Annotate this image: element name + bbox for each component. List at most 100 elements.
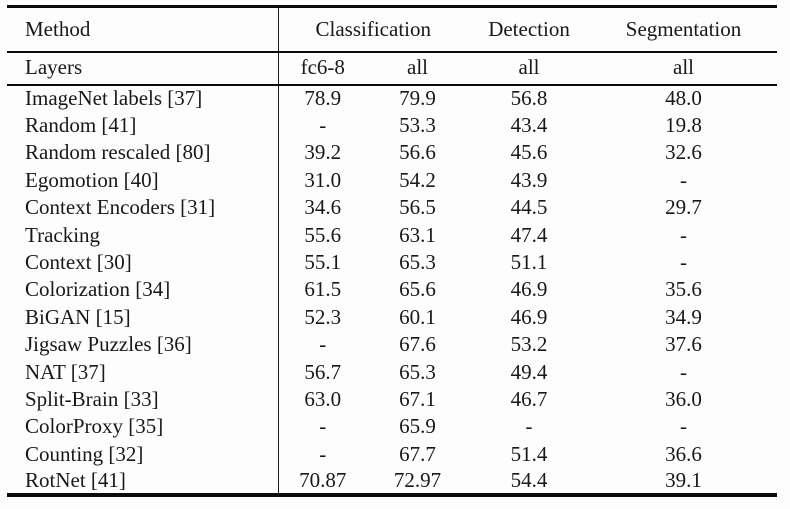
table-row: Split-Brain [33] 63.0 67.1 46.7 36.0 <box>7 385 777 414</box>
value-cell: - <box>680 167 688 192</box>
method-cell: RotNet [41] <box>25 468 126 493</box>
segmentation-group-header: Segmentation <box>625 16 742 41</box>
value-cell: 52.3 <box>277 303 367 332</box>
value-cell: 19.8 <box>665 113 702 138</box>
table-row: Egomotion [40] 31.0 54.2 43.9 - <box>7 166 777 195</box>
value-cell: 44.5 <box>510 195 548 220</box>
value-cell: 48.0 <box>665 86 702 111</box>
method-cell: Colorization [34] <box>25 277 171 302</box>
value-cell: 65.6 <box>399 277 436 302</box>
value-cell: 63.0 <box>277 385 367 414</box>
method-cell: ColorProxy [35] <box>25 414 164 439</box>
value-cell: 55.6 <box>277 221 367 249</box>
value-cell: 53.2 <box>510 332 548 357</box>
value-cell: 46.9 <box>510 277 548 302</box>
value-cell: 70.87 <box>277 467 367 496</box>
value-cell: 45.6 <box>510 140 548 165</box>
table-row: NAT [37] 56.7 65.3 49.4 - <box>7 358 777 386</box>
table-row: Context Encoders [31] 34.6 56.5 44.5 29.7 <box>7 194 777 222</box>
layers-col-classification-all: all <box>407 55 428 80</box>
layers-col-classification-fc6-8: fc6-8 <box>277 51 367 85</box>
value-cell: 47.4 <box>510 222 548 247</box>
value-cell: 39.2 <box>277 139 367 167</box>
value-cell: - <box>680 359 688 384</box>
value-cell: - <box>680 222 688 247</box>
value-cell: 65.3 <box>399 359 436 384</box>
method-cell: Jigsaw Puzzles [36] <box>25 332 192 357</box>
value-cell: - <box>277 440 367 468</box>
method-cell: NAT [37] <box>25 359 106 384</box>
table-body: ImageNet labels [37] 78.9 79.9 56.8 48.0 Rand… <box>7 84 777 496</box>
results-table: Method Classification Detection Segmenta… <box>7 5 778 498</box>
method-cell: BiGAN [15] <box>25 304 131 329</box>
value-cell: 34.9 <box>665 304 702 329</box>
value-cell: 54.4 <box>510 468 548 493</box>
value-cell: 36.0 <box>665 386 702 411</box>
value-cell: 54.2 <box>399 167 436 192</box>
value-cell: 56.6 <box>399 140 436 165</box>
value-cell: 65.3 <box>399 249 436 274</box>
value-cell: 36.6 <box>665 441 702 466</box>
classification-group-header: Classification <box>277 6 469 52</box>
table-row: Jigsaw Puzzles [36] - 67.6 53.2 37.6 <box>7 331 777 359</box>
value-cell: 56.5 <box>399 195 436 220</box>
value-cell: 46.7 <box>510 386 548 411</box>
value-cell: 32.6 <box>665 140 702 165</box>
method-cell: ImageNet labels [37] <box>25 86 203 111</box>
value-cell: 60.1 <box>399 304 436 329</box>
value-cell: 39.1 <box>665 468 702 493</box>
layers-col-segmentation-all: all <box>673 55 695 80</box>
method-cell: Random rescaled [80] <box>25 140 211 165</box>
value-cell: 65.9 <box>399 414 436 439</box>
value-cell: 79.9 <box>399 86 436 111</box>
value-cell: - <box>277 331 367 359</box>
value-cell: 67.1 <box>399 386 436 411</box>
method-cell: Counting [32] <box>25 441 144 466</box>
value-cell: 43.9 <box>510 167 548 192</box>
value-cell: 67.7 <box>399 441 436 466</box>
value-cell: 51.4 <box>510 441 548 466</box>
method-cell: Random [41] <box>25 113 137 138</box>
value-cell: - <box>680 249 688 274</box>
table-row: RotNet [41] 70.87 72.97 54.4 39.1 <box>7 467 777 496</box>
value-cell: 56.8 <box>510 86 548 111</box>
value-cell: 34.6 <box>277 194 367 222</box>
value-cell: 43.4 <box>510 113 548 138</box>
value-cell: 46.9 <box>510 304 548 329</box>
value-cell: - <box>525 414 533 439</box>
layers-label: Layers <box>25 55 83 80</box>
method-cell: Split-Brain [33] <box>25 386 159 411</box>
table-row: Random [41] - 53.3 43.4 19.8 <box>7 111 777 140</box>
value-cell: 78.9 <box>277 84 367 112</box>
value-cell: 51.1 <box>510 249 548 274</box>
value-cell: 35.6 <box>665 277 702 302</box>
method-cell: Egomotion [40] <box>25 167 159 192</box>
value-cell: 49.4 <box>510 359 548 384</box>
value-cell: 31.0 <box>277 166 367 195</box>
value-cell: - <box>680 414 688 439</box>
table-row: Context [30] 55.1 65.3 51.1 - <box>7 248 777 277</box>
value-cell: 72.97 <box>393 468 442 493</box>
table-row: ColorProxy [35] - 65.9 - - <box>7 413 777 441</box>
table-row: Tracking 55.6 63.1 47.4 - <box>7 221 777 249</box>
value-cell: 67.6 <box>399 332 436 357</box>
detection-group-header: Detection <box>488 16 570 41</box>
layers-col-detection-all: all <box>518 55 540 80</box>
value-cell: 53.3 <box>399 113 436 138</box>
value-cell: - <box>277 111 367 140</box>
table-row: Random rescaled [80] 39.2 56.6 45.6 32.6 <box>7 139 777 167</box>
method-cell: Context [30] <box>25 249 132 274</box>
value-cell: 61.5 <box>277 276 367 304</box>
table-row: Colorization [34] 61.5 65.6 46.9 35.6 <box>7 276 777 304</box>
value-cell: 29.7 <box>665 195 702 220</box>
value-cell: 55.1 <box>277 248 367 277</box>
header-row: Method Classification Detection Segmenta… <box>7 6 778 52</box>
table-row: Counting [32] - 67.7 51.4 36.6 <box>7 440 777 468</box>
method-cell: Context Encoders [31] <box>25 195 216 220</box>
value-cell: 63.1 <box>399 222 436 247</box>
table-head: Method Classification Detection Segmenta… <box>7 6 778 85</box>
method-column-header: Method <box>25 16 91 41</box>
value-cell: 37.6 <box>665 332 702 357</box>
method-cell: Tracking <box>25 222 101 247</box>
table-row: BiGAN [15] 52.3 60.1 46.9 34.9 <box>7 303 777 332</box>
